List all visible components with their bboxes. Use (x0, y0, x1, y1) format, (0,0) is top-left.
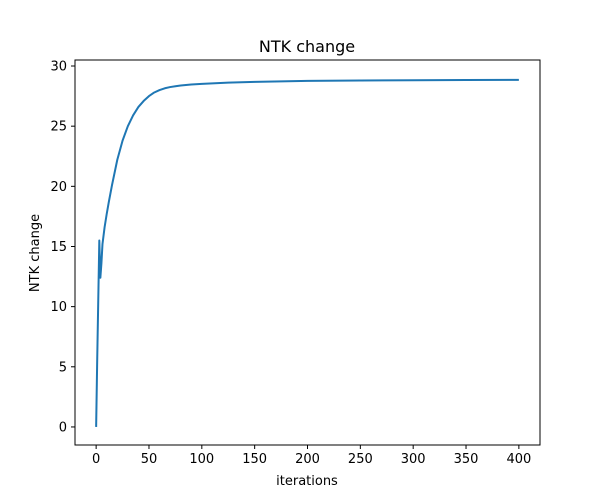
y-tick-label: 20 (50, 180, 67, 195)
x-tick-label: 100 (189, 452, 214, 467)
y-tick-label: 25 (50, 120, 67, 135)
x-axis: 0 50 100 150 200 250 300 350 400 (92, 445, 531, 467)
x-tick-label: 200 (295, 452, 320, 467)
x-tick-label: 150 (242, 452, 267, 467)
x-tick-label: 0 (92, 452, 100, 467)
y-axis-label: NTK change (28, 214, 43, 292)
x-tick-label: 300 (401, 452, 426, 467)
y-axis: 0 5 10 15 20 25 30 (50, 60, 75, 435)
chart-title: NTK change (259, 37, 355, 56)
series-line-0 (95, 78, 519, 427)
y-tick-label: 30 (50, 60, 67, 75)
x-axis-label: iterations (276, 474, 338, 489)
y-tick-label: 0 (59, 420, 67, 435)
y-tick-label: 5 (59, 360, 67, 375)
x-tick-label: 400 (506, 452, 531, 467)
x-tick-label: 350 (454, 452, 479, 467)
y-tick-label: 15 (50, 240, 67, 255)
x-tick-label: 250 (348, 452, 373, 467)
x-tick-label: 50 (141, 452, 158, 467)
y-tick-label: 10 (50, 300, 67, 315)
